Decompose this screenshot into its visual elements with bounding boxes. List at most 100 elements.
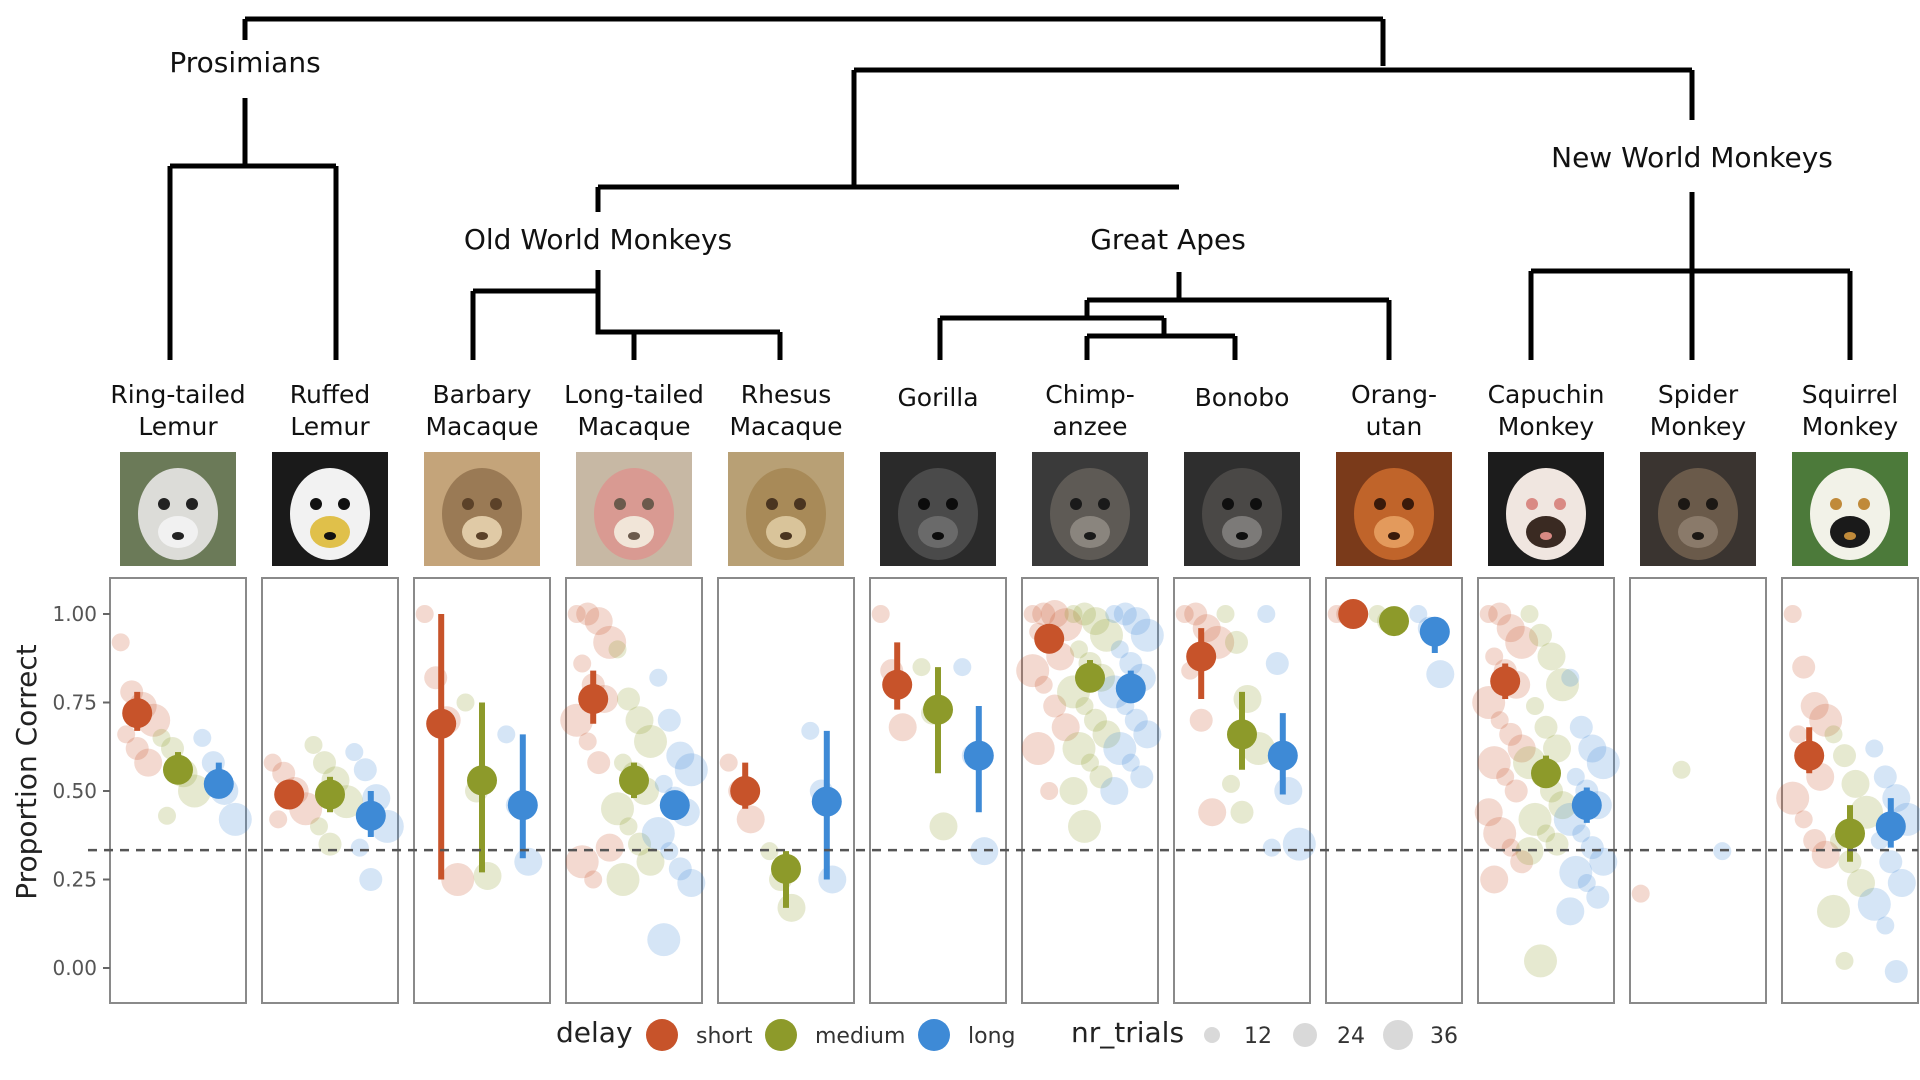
trial-point-long	[1865, 739, 1884, 758]
trial-point-medium	[1824, 725, 1843, 744]
mean-point-short	[274, 779, 305, 810]
long-tailed-macaque-photo	[576, 452, 692, 566]
trial-point-long	[1586, 746, 1620, 780]
rhesus-macaque-photo	[728, 452, 844, 566]
clade-label-new-world-monkeys: New World Monkeys	[1551, 141, 1833, 174]
trial-point-medium	[1233, 684, 1262, 713]
species-label-line: Monkey	[1498, 412, 1595, 441]
legend-size-swatch	[1204, 1027, 1220, 1043]
mean-point-medium	[923, 694, 953, 725]
trial-point-medium	[760, 842, 779, 861]
panel-rhesus	[717, 577, 855, 1004]
trial-point-long	[359, 868, 383, 891]
trial-point-short	[1800, 692, 1829, 721]
mean-point-long	[507, 790, 538, 821]
trial-point-medium	[1817, 894, 1850, 928]
trial-point-long	[1274, 777, 1303, 805]
trial-point-medium	[1059, 777, 1088, 805]
mean-point-short	[578, 683, 609, 714]
trial-point-medium	[912, 658, 931, 677]
trial-point-medium	[1545, 832, 1569, 856]
trial-point-short	[1043, 694, 1067, 718]
species-label-line: utan	[1366, 412, 1423, 441]
trial-point-short	[1189, 708, 1213, 732]
trial-point-long	[1572, 824, 1591, 843]
trial-point-short	[1488, 602, 1512, 626]
legend: delay short medium long nr_trials 12 24 36	[556, 1016, 1458, 1051]
ruffed-lemur-photo	[272, 452, 388, 566]
species-label-line: Capuchin	[1488, 380, 1605, 409]
trial-point-medium	[608, 640, 627, 659]
trial-point-short	[587, 751, 611, 775]
panel-chimp	[1016, 577, 1164, 1004]
trial-point-medium	[1090, 618, 1123, 652]
trial-point-long	[1857, 887, 1891, 921]
trial-point-short	[415, 605, 434, 623]
mean-point-medium	[619, 765, 649, 796]
y-tick-label: 0.00	[52, 956, 97, 980]
trial-point-long	[1113, 602, 1137, 626]
trial-point-long	[1561, 668, 1580, 687]
spider-monkey-photo	[1640, 452, 1756, 566]
trial-point-long	[1110, 640, 1129, 659]
trial-point-short	[595, 833, 624, 862]
trial-point-medium	[1672, 760, 1691, 779]
trial-point-short	[560, 703, 594, 737]
y-axis: Proportion Correct 0.00 0.25 0.50 0.75 1.00	[10, 602, 110, 980]
trial-point-medium	[1548, 791, 1577, 820]
trial-point-short	[1040, 782, 1059, 800]
species-label-line: Lemur	[290, 412, 370, 441]
trial-point-medium	[1847, 869, 1875, 898]
panel-squirrel	[1776, 577, 1920, 1004]
trial-point-medium	[601, 792, 634, 826]
species-header-bonobo: Bonobo	[1184, 383, 1300, 566]
trial-point-medium	[1084, 708, 1107, 732]
trial-point-medium	[636, 847, 665, 876]
mean-point-medium	[315, 779, 345, 810]
species-label-line: Squirrel	[1802, 380, 1898, 409]
trial-point-medium	[1841, 769, 1870, 798]
trial-point-short	[1631, 884, 1650, 903]
trial-point-long	[1873, 765, 1897, 789]
trial-point-long	[1879, 850, 1903, 874]
legend-size-label: 36	[1430, 1024, 1458, 1049]
mean-point-long	[811, 786, 842, 817]
trial-point-long	[1130, 618, 1164, 652]
mean-point-long	[963, 740, 994, 771]
panel-grid	[88, 577, 1920, 1004]
mean-point-medium	[1531, 758, 1561, 789]
species-label-line: Monkey	[1650, 412, 1747, 441]
species-label-line: Orang-	[1351, 380, 1437, 409]
trial-point-medium	[1534, 715, 1558, 739]
trial-point-long	[1119, 652, 1143, 676]
trial-point-short	[1175, 605, 1194, 623]
species-header-squirrel: Squirrel Monkey	[1792, 380, 1908, 566]
trial-point-short	[578, 732, 597, 751]
trial-point-medium	[1526, 697, 1544, 716]
trial-point-long	[953, 658, 972, 677]
phylogenetic-tree: Prosimians Old World Monkeys Great Apes …	[167, 16, 1853, 360]
trial-point-long	[1580, 836, 1604, 860]
mean-point-short	[1490, 666, 1521, 697]
clade-label-great-apes: Great Apes	[1090, 223, 1246, 256]
trial-point-long	[1121, 753, 1140, 772]
ring-tailed-lemur-photo	[120, 452, 236, 566]
species-label-line: Long-tailed	[564, 380, 704, 409]
panel-frame	[1325, 577, 1463, 1004]
species-header-spider: Spider Monkey	[1640, 380, 1756, 566]
trial-point-medium	[1081, 607, 1110, 636]
species-header-gorilla: Gorilla	[880, 383, 996, 566]
trial-point-long	[677, 869, 706, 898]
trial-point-short	[1496, 767, 1515, 786]
trial-point-short	[1021, 732, 1055, 766]
trial-point-short	[1184, 602, 1208, 626]
trial-point-medium	[634, 724, 667, 758]
clade-label-old-world-monkeys: Old World Monkeys	[464, 223, 732, 256]
species-label-line: Monkey	[1802, 412, 1899, 441]
trial-point-short	[1485, 647, 1504, 666]
trial-point-medium	[619, 817, 638, 836]
mean-point-long	[659, 790, 690, 821]
trial-point-short	[263, 753, 282, 772]
species-header-ringtailed: Ring-tailed Lemur	[110, 380, 246, 566]
